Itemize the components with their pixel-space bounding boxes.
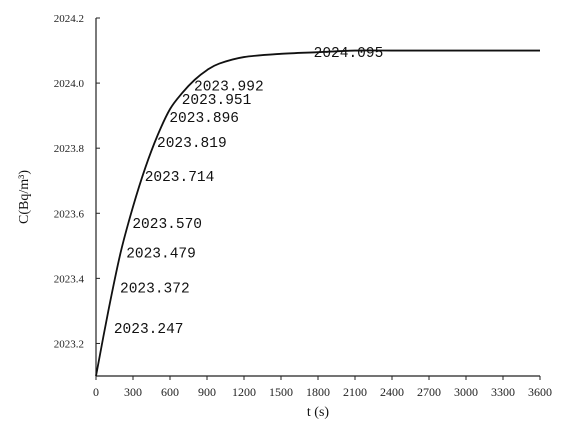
x-tick-label: 1800: [306, 385, 330, 399]
x-tick-label: 2100: [343, 385, 367, 399]
y-tick-label: 2024.0: [54, 78, 85, 90]
data-label: 2023.896: [169, 111, 239, 127]
data-label: 2023.247: [114, 322, 184, 338]
data-label: 2023.479: [126, 247, 196, 263]
data-label: 2023.570: [132, 217, 202, 233]
data-label: 2023.714: [145, 170, 215, 186]
x-tick-label: 3000: [454, 385, 478, 399]
x-tick-label: 300: [124, 385, 142, 399]
y-tick-label: 2023.8: [54, 143, 85, 155]
data-label: 2024.095: [314, 46, 384, 62]
x-tick-label: 2400: [380, 385, 404, 399]
x-tick-label: 3300: [491, 385, 515, 399]
y-tick-label: 2023.2: [54, 338, 84, 350]
x-tick-label: 1200: [232, 385, 256, 399]
x-tick-label: 900: [198, 385, 216, 399]
tick-labels: 0 300 600 900 1200 1500 1800 2100 2400 2700 3000 33…: [54, 13, 552, 399]
y-tick-label: 2024.2: [54, 13, 84, 25]
x-tick-label: 2700: [417, 385, 441, 399]
x-axis-label: t (s): [307, 405, 330, 420]
data-label: 2023.992: [194, 80, 264, 96]
y-tick-label: 2023.4: [54, 273, 85, 285]
y-axis-label: C(Bq/m³): [17, 170, 32, 224]
series-line: [95, 49, 540, 377]
data-labels: 2023.247 2023.372 2023.479 2023.570 2023.714…: [114, 46, 383, 338]
x-tick-label: 0: [93, 385, 99, 399]
data-label: 2023.819: [157, 136, 227, 152]
x-tick-label: 600: [161, 385, 179, 399]
data-label: 2023.372: [120, 281, 190, 297]
y-tick-label: 2023.6: [54, 208, 85, 220]
x-tick-label: 3600: [528, 385, 552, 399]
x-tick-label: 1500: [269, 385, 293, 399]
data-label: 2023.951: [182, 93, 252, 109]
ticks: [95, 17, 541, 380]
